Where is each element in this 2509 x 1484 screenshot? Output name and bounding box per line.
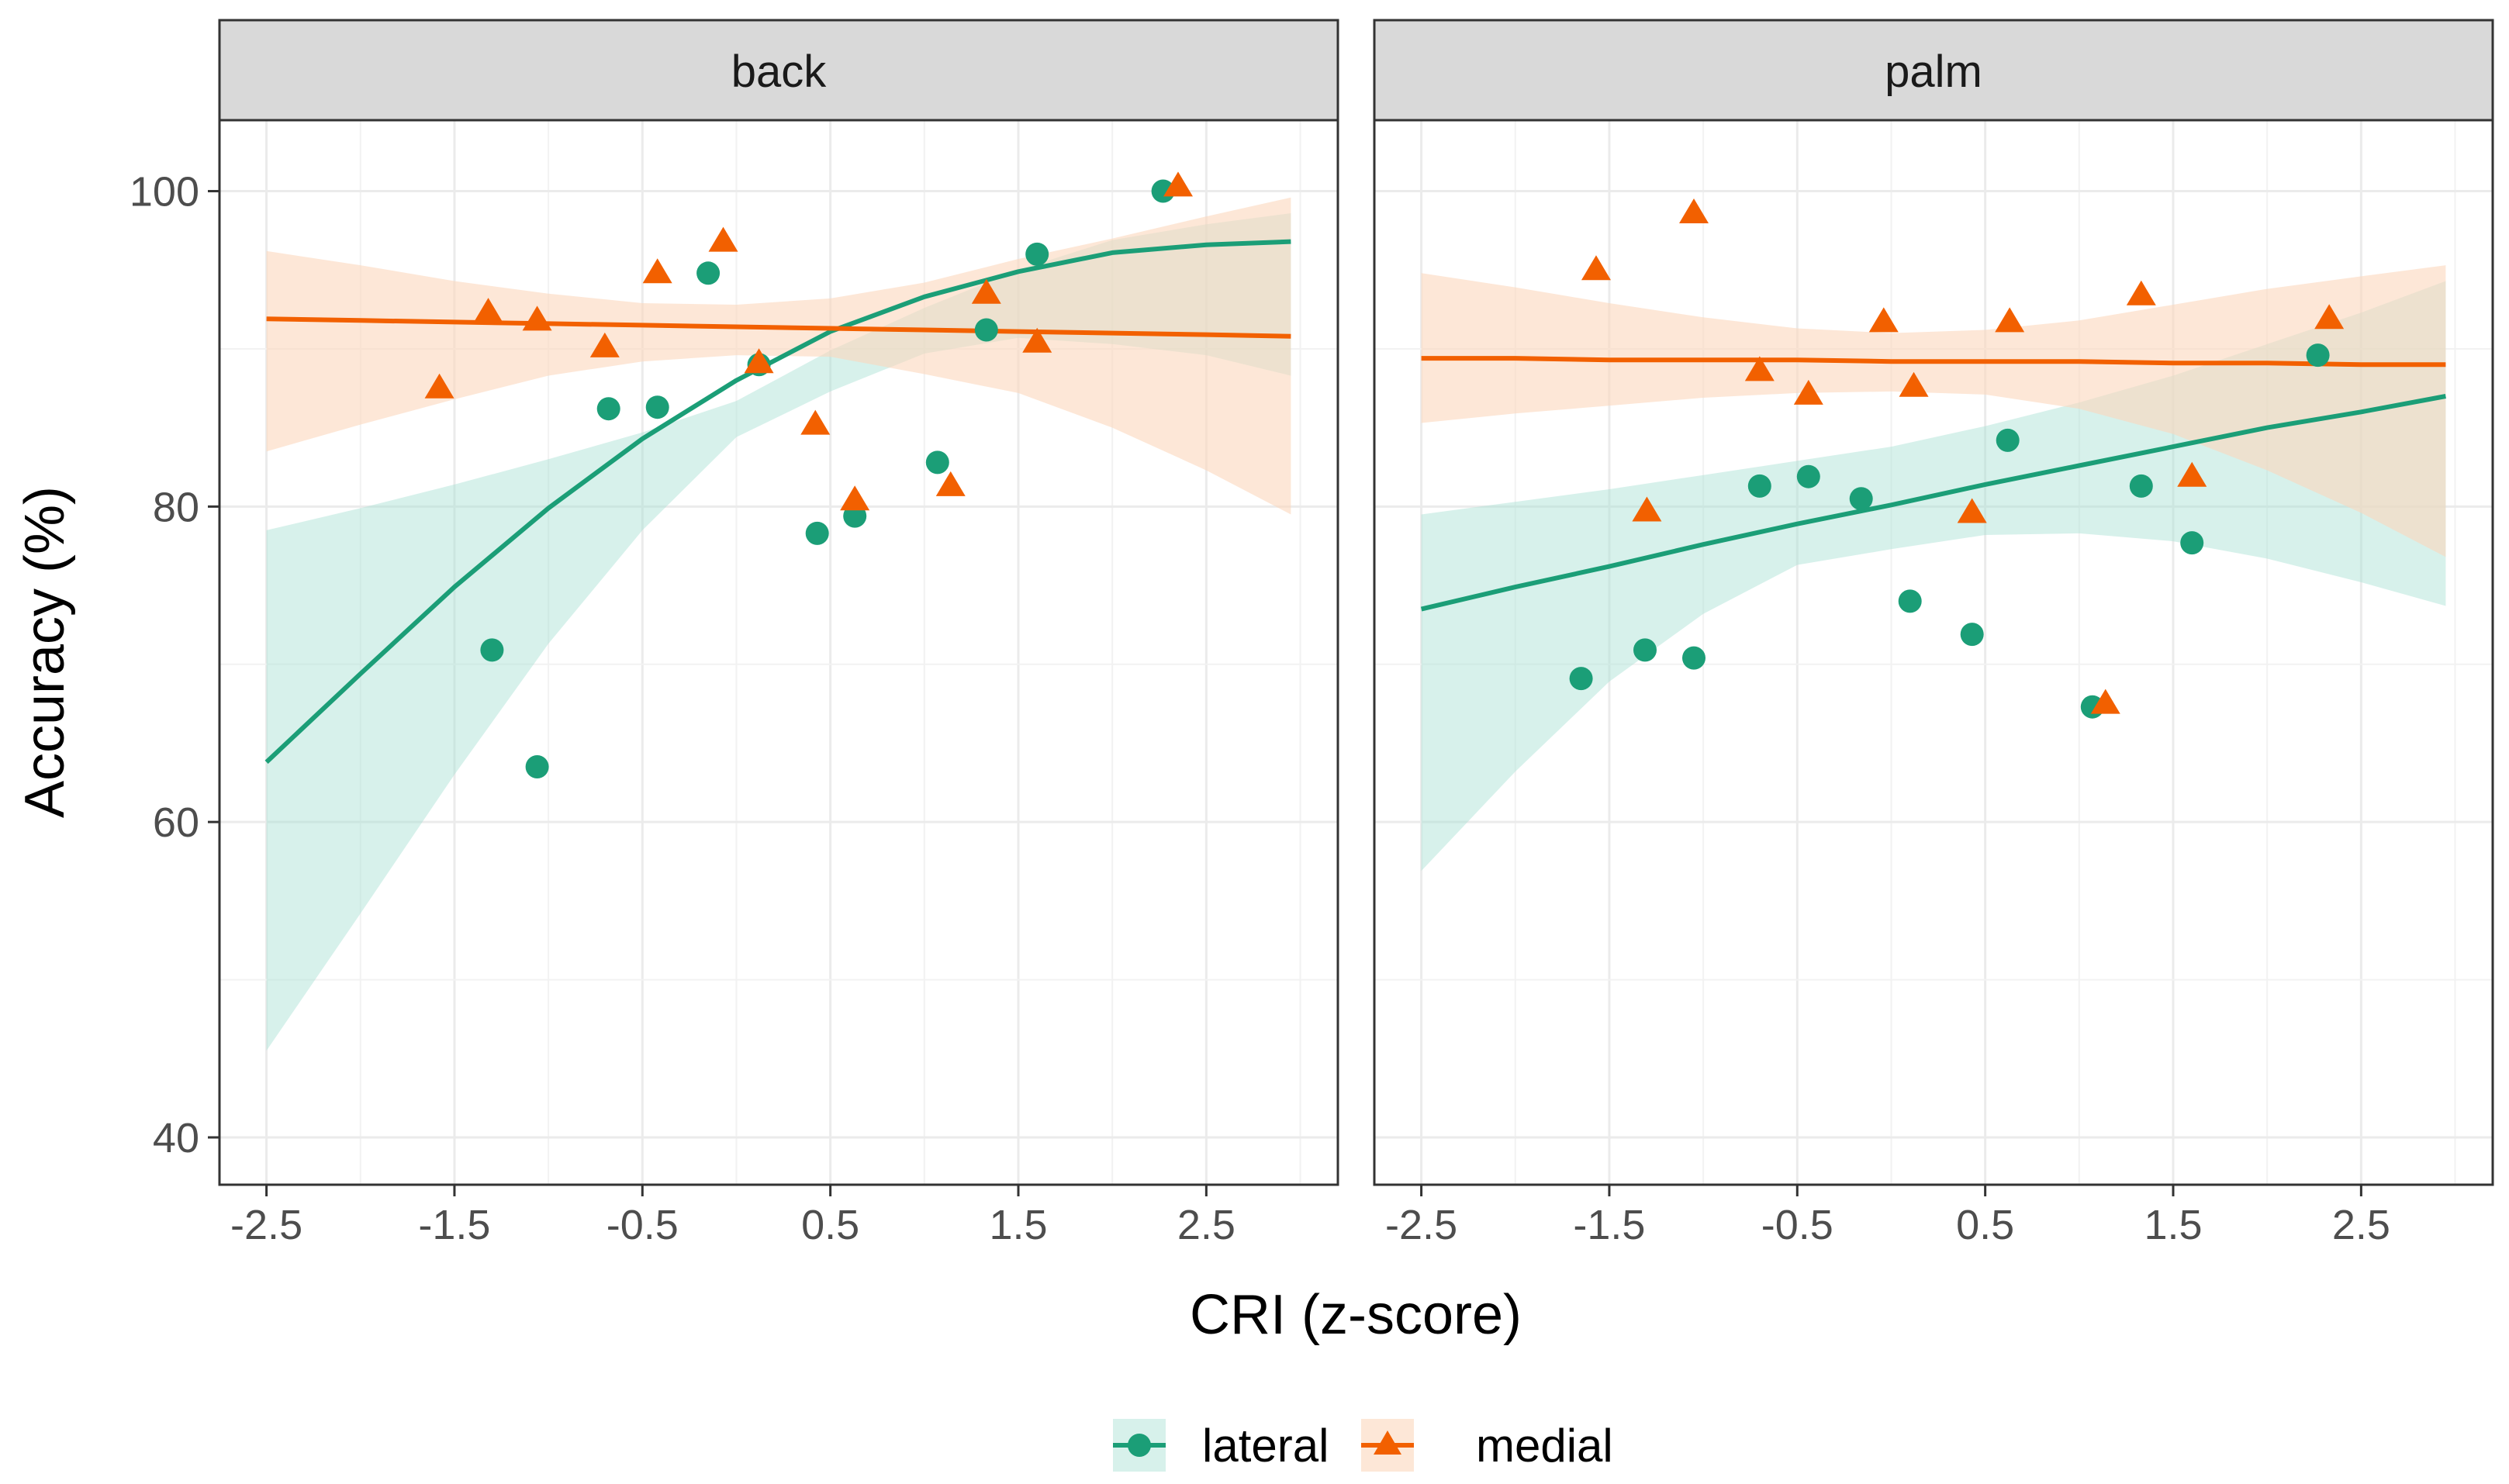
point-lateral-6 [805,521,829,545]
point-lateral-3 [1747,474,1771,498]
strip-palm [1373,19,2494,122]
plot-border-palm [1373,119,2494,1186]
x-tick-label-1p5: 1.5 [989,1202,1047,1248]
point-lateral-2 [1682,646,1705,670]
confidence-bands-back [266,197,1291,1051]
point-medial-7 [1957,498,1987,523]
point-medial-9 [935,471,966,496]
plot-border-back [218,119,1339,1186]
fit-line-medial [266,316,1291,339]
strip-label-palm: palm [1885,47,1982,97]
point-lateral-0 [1569,667,1593,691]
point-medial-5 [708,226,738,252]
point-medial-6 [1899,371,1929,397]
point-medial-1 [1632,496,1662,522]
confidence-band-medial [1421,265,2446,557]
fit-lines-palm [1420,356,2446,612]
x-tick-label-2p5: 2.5 [1177,1202,1235,1248]
x-tick-label-neg2p5: -2.5 [230,1202,302,1248]
point-lateral-4 [696,261,721,285]
confidence-band-medial [266,197,1291,515]
point-lateral-6 [1898,589,1922,613]
fit-lines-back [264,239,1291,764]
x-tick-label-neg0p5: -0.5 [1761,1202,1833,1248]
point-lateral-10 [1025,242,1049,266]
x-tick-label-0p5: 0.5 [1956,1202,2014,1248]
point-lateral-11 [2180,531,2204,555]
legend: lateral medial [1113,1419,1613,1472]
y-axis-title: Accuracy (%) [14,486,76,818]
point-medial-8 [840,485,870,511]
confidence-bands-palm [1421,265,2446,871]
point-medial-2 [522,305,552,331]
fit-line-lateral [1420,394,2446,612]
x-tick-label-2p5: 2.5 [2332,1202,2390,1248]
point-medial-0 [1581,255,1611,281]
legend-key-medial-marker [1374,1431,1401,1455]
panel-back: back -2.5 -1.5 -0.5 0.5 1.5 2.5 [218,19,1339,1248]
point-medial-11 [2177,461,2207,487]
points-palm [1569,198,2345,719]
strip-back [218,19,1339,122]
point-medial-8 [1995,307,2025,333]
x-tick-label-neg0p5: -0.5 [607,1202,679,1248]
point-medial-7 [800,409,831,435]
point-medial-2 [1679,198,1709,224]
point-medial-9 [2090,689,2120,714]
x-tick-label-0p5: 0.5 [801,1202,859,1248]
legend-key-lateral [1113,1419,1166,1472]
legend-label-medial: medial [1476,1420,1613,1472]
legend-label-lateral: lateral [1202,1420,1329,1472]
point-medial-5 [1868,307,1899,333]
point-medial-4 [1793,379,1823,405]
fit-line-medial [1421,356,2446,368]
point-lateral-11 [1151,179,1175,203]
y-tick-label-60: 60 [153,799,199,846]
point-medial-10 [2126,280,2156,305]
point-medial-6 [744,348,774,374]
point-medial-12 [2314,304,2345,330]
point-lateral-3 [645,395,669,419]
point-lateral-9 [974,318,998,342]
point-medial-3 [1744,356,1775,381]
point-medial-0 [424,373,454,399]
point-lateral-0 [480,638,504,662]
x-tick-label-1p5: 1.5 [2144,1202,2202,1248]
y-tick-label-100: 100 [130,169,199,216]
x-tick-label-neg1p5: -1.5 [1573,1202,1645,1248]
point-lateral-4 [1796,464,1820,488]
point-lateral-1 [525,755,549,778]
legend-key-medial [1361,1419,1414,1472]
y-axis: 40 60 80 100 [130,169,219,1161]
point-medial-4 [642,258,672,284]
point-lateral-5 [1849,487,1873,511]
y-tick-label-80: 80 [153,484,199,530]
x-axis-back: -2.5 -1.5 -0.5 0.5 1.5 2.5 [230,1185,1235,1248]
legend-key-lateral-marker [1128,1434,1151,1457]
point-lateral-7 [1960,623,1984,647]
point-medial-10 [971,278,1001,304]
points-back [424,171,1193,778]
x-tick-label-neg2p5: -2.5 [1385,1202,1457,1248]
point-medial-3 [589,332,620,357]
point-medial-12 [1163,171,1193,197]
point-medial-1 [473,298,503,323]
point-lateral-8 [1996,428,2020,452]
point-lateral-2 [596,397,620,421]
point-medial-11 [1022,327,1052,353]
y-tick-label-40: 40 [153,1115,199,1161]
point-lateral-1 [1633,638,1657,662]
panel-palm: palm -2.5 -1.5 -0.5 0.5 1.5 2.5 [1373,19,2494,1248]
x-tick-label-neg1p5: -1.5 [418,1202,490,1248]
point-lateral-10 [2129,474,2153,498]
fit-line-lateral [264,239,1291,764]
point-lateral-8 [925,450,949,475]
point-lateral-12 [2306,343,2330,368]
strip-label-back: back [731,47,828,97]
x-axis-palm: -2.5 -1.5 -0.5 0.5 1.5 2.5 [1385,1185,2390,1248]
x-axis-title: CRI (z-score) [1190,1284,1522,1346]
